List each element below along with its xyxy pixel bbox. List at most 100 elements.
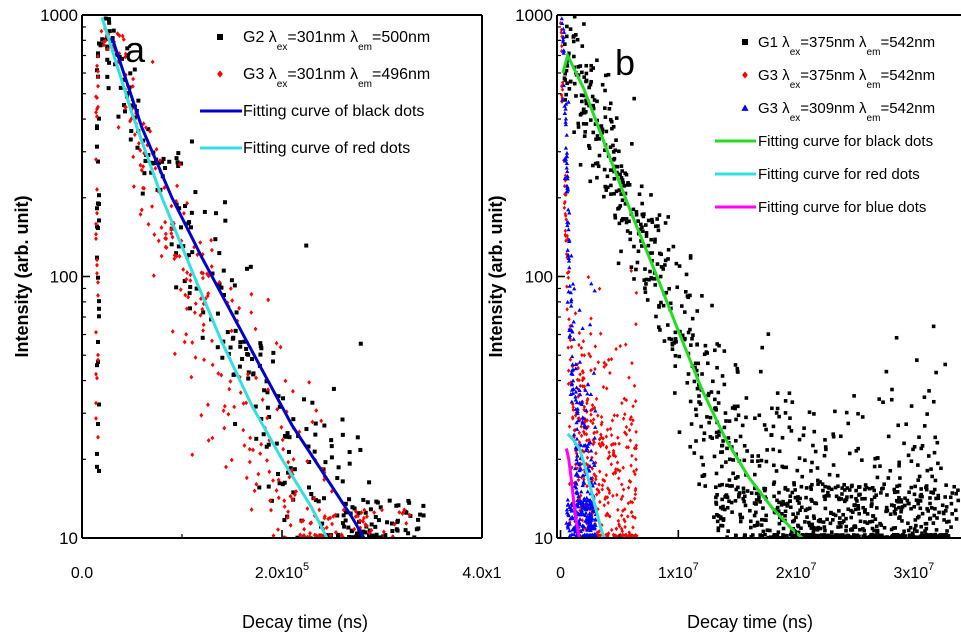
data-point bbox=[948, 495, 953, 500]
data-point bbox=[775, 533, 780, 537]
data-point bbox=[571, 39, 576, 44]
data-point bbox=[897, 483, 902, 488]
data-point bbox=[823, 484, 827, 489]
data-point bbox=[595, 429, 599, 435]
data-point bbox=[943, 508, 948, 513]
data-point bbox=[159, 253, 164, 259]
data-point bbox=[785, 533, 789, 538]
data-point bbox=[827, 486, 831, 490]
data-point bbox=[604, 188, 609, 192]
data-point bbox=[190, 340, 195, 345]
data-point bbox=[878, 464, 882, 468]
data-point bbox=[623, 430, 627, 435]
data-point bbox=[130, 83, 135, 89]
data-point bbox=[565, 247, 570, 252]
data-point bbox=[809, 487, 813, 491]
data-point bbox=[912, 445, 917, 449]
data-point bbox=[628, 479, 633, 484]
data-point bbox=[688, 254, 693, 258]
data-point bbox=[567, 317, 571, 322]
data-point bbox=[244, 346, 249, 351]
data-point bbox=[603, 496, 607, 502]
data-point bbox=[139, 207, 144, 213]
data-point bbox=[277, 404, 282, 409]
data-point bbox=[232, 404, 237, 410]
data-point bbox=[933, 478, 938, 483]
data-point bbox=[822, 453, 827, 458]
data-point bbox=[715, 435, 719, 439]
data-point bbox=[563, 71, 567, 76]
data-point bbox=[633, 492, 638, 497]
data-point bbox=[576, 416, 581, 421]
data-point bbox=[867, 486, 872, 491]
data-point bbox=[696, 361, 700, 366]
data-point bbox=[282, 517, 287, 522]
data-point bbox=[597, 482, 601, 487]
data-point bbox=[369, 522, 374, 527]
data-point bbox=[926, 454, 931, 458]
data-point bbox=[611, 150, 616, 154]
data-point bbox=[663, 221, 668, 225]
data-point bbox=[943, 362, 947, 367]
data-point bbox=[920, 531, 924, 536]
data-point bbox=[563, 158, 568, 163]
data-point bbox=[644, 231, 649, 235]
data-point bbox=[727, 419, 732, 423]
data-point bbox=[588, 179, 593, 184]
data-point bbox=[697, 482, 701, 487]
data-point bbox=[879, 523, 884, 528]
data-point bbox=[178, 287, 183, 293]
data-point bbox=[854, 449, 859, 453]
data-point bbox=[792, 518, 797, 523]
data-point bbox=[569, 368, 575, 373]
data-point bbox=[614, 346, 618, 352]
data-point bbox=[782, 502, 787, 506]
data-point bbox=[763, 532, 767, 537]
data-point bbox=[223, 218, 228, 223]
data-point bbox=[779, 503, 784, 507]
data-point bbox=[707, 420, 712, 425]
data-point bbox=[613, 164, 617, 169]
data-point bbox=[95, 270, 99, 276]
data-point bbox=[752, 501, 757, 505]
data-point bbox=[125, 46, 130, 51]
data-point bbox=[604, 445, 609, 450]
data-point bbox=[567, 533, 573, 538]
data-point bbox=[570, 415, 575, 420]
data-point bbox=[656, 325, 661, 329]
data-point bbox=[703, 484, 708, 488]
data-point bbox=[229, 278, 234, 283]
data-point bbox=[597, 153, 602, 158]
data-point bbox=[842, 488, 847, 492]
data-point bbox=[782, 465, 786, 470]
data-point bbox=[217, 280, 222, 285]
data-point bbox=[873, 456, 878, 461]
data-point bbox=[163, 219, 168, 225]
data-point bbox=[783, 513, 787, 518]
data-point bbox=[174, 251, 179, 256]
data-point bbox=[809, 526, 814, 530]
data-point bbox=[804, 495, 808, 500]
data-point bbox=[150, 161, 155, 166]
data-point bbox=[581, 524, 586, 529]
data-point bbox=[622, 184, 627, 188]
data-point bbox=[734, 487, 739, 492]
data-point bbox=[631, 404, 635, 409]
data-point bbox=[820, 482, 825, 486]
data-point bbox=[291, 417, 296, 422]
data-point bbox=[745, 449, 749, 453]
data-point bbox=[584, 408, 589, 413]
data-point bbox=[928, 501, 932, 506]
data-point bbox=[217, 251, 222, 256]
data-point bbox=[919, 492, 924, 497]
data-point bbox=[768, 528, 772, 533]
data-point bbox=[563, 199, 567, 205]
data-point bbox=[922, 424, 927, 428]
data-point bbox=[821, 520, 826, 524]
data-point bbox=[626, 485, 631, 490]
data-point bbox=[928, 516, 933, 521]
data-point bbox=[742, 535, 747, 538]
data-point bbox=[858, 492, 862, 497]
data-point bbox=[376, 518, 381, 523]
